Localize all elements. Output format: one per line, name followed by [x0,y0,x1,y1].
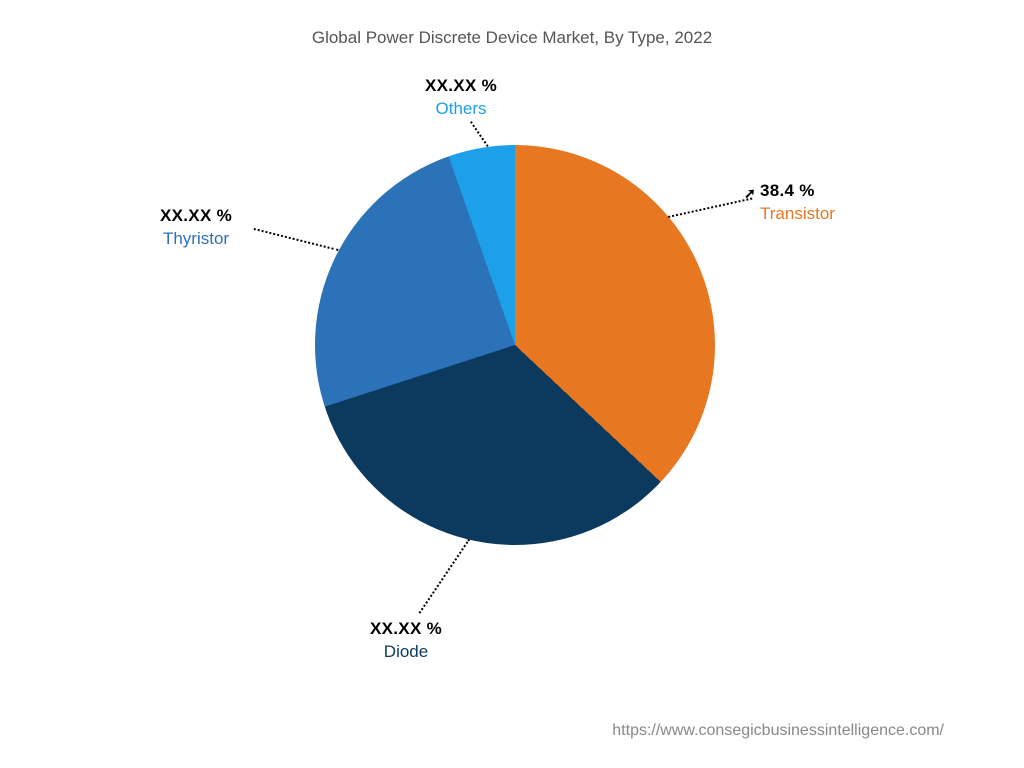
slice-name-diode: Diode [370,641,442,664]
slice-percent-others: XX.XX % [425,75,497,98]
slice-label-others: XX.XX % Others [425,75,497,121]
arrowhead-transistor: ➚ [744,186,756,200]
leader-line-others [470,121,489,147]
slice-percent-transistor: 38.4 % [760,180,835,203]
slice-label-diode: XX.XX % Diode [370,618,442,664]
slice-percent-thyristor: XX.XX % [160,205,232,228]
slice-percent-diode: XX.XX % [370,618,442,641]
pie-slices [315,145,715,545]
slice-label-transistor: 38.4 % Transistor [760,180,835,226]
leader-line-diode [418,539,470,614]
slice-name-thyristor: Thyristor [160,228,232,251]
slice-name-others: Others [425,98,497,121]
slice-name-transistor: Transistor [760,203,835,226]
chart-title: Global Power Discrete Device Market, By … [0,28,1024,48]
pie-chart [315,145,715,545]
slice-label-thyristor: XX.XX % Thyristor [160,205,232,251]
footer-attribution: https://www.consegicbusinessintelligence… [612,722,944,740]
